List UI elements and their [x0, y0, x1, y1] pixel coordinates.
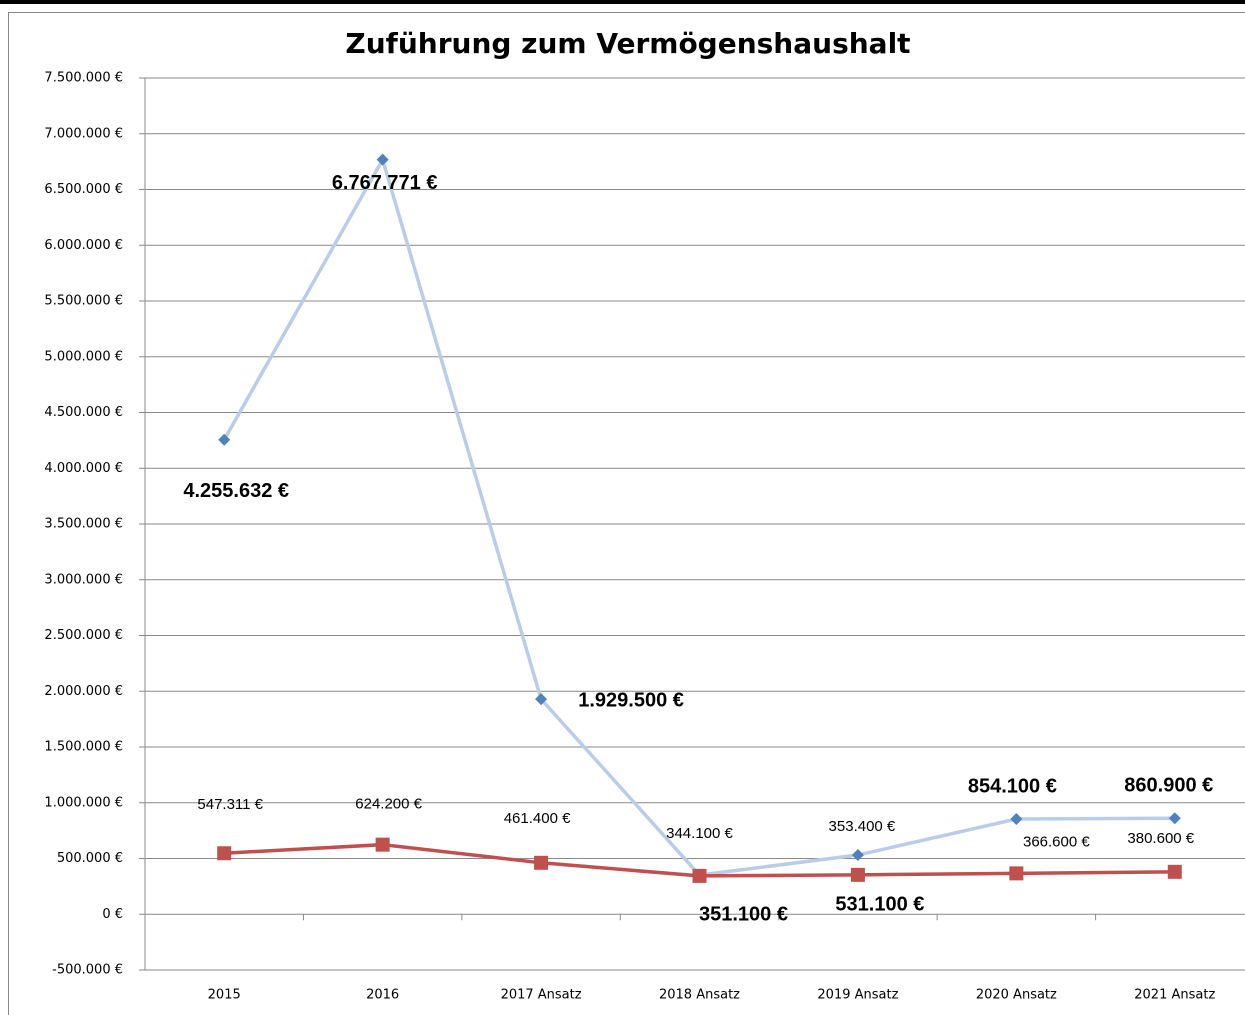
x-tick-label: 2015 — [208, 988, 241, 1003]
marker — [534, 855, 549, 870]
series-line — [222, 155, 1175, 877]
y-tick-label: 2.500.000 € — [44, 628, 123, 643]
marker — [217, 846, 232, 861]
y-tick-label: 3.500.000 € — [44, 517, 123, 532]
data-label: 624.200 € — [355, 796, 422, 813]
x-tick-label: 2018 Ansatz — [659, 988, 740, 1003]
marker — [1167, 864, 1182, 879]
data-label: 4.255.632 € — [183, 480, 289, 502]
y-tick-label: 2.000.000 € — [44, 684, 123, 699]
marker — [850, 867, 865, 882]
marker — [1168, 812, 1181, 825]
y-tick-label: 5.000.000 € — [44, 349, 123, 364]
marker — [535, 693, 548, 706]
data-label: 366.600 € — [1023, 833, 1090, 850]
data-label: 353.400 € — [829, 818, 896, 835]
x-tick-label: 2020 Ansatz — [976, 988, 1057, 1003]
marker — [1010, 813, 1023, 826]
data-label: 860.900 € — [1124, 775, 1213, 797]
data-label: 854.100 € — [968, 775, 1057, 797]
y-tick-label: 3.000.000 € — [44, 572, 123, 587]
y-tick-label: 4.500.000 € — [44, 405, 123, 420]
marker — [376, 153, 389, 166]
data-label: 1.929.500 € — [578, 689, 684, 711]
y-tick-label: 500.000 € — [57, 851, 123, 866]
marker — [218, 433, 231, 446]
y-tick-label: 1.500.000 € — [44, 740, 123, 755]
x-tick-label: 2016 — [366, 988, 399, 1003]
data-label: 461.400 € — [504, 810, 571, 827]
x-tick-label: 2017 Ansatz — [501, 988, 582, 1003]
chart-frame — [8, 12, 1245, 1015]
marker — [851, 849, 864, 862]
y-tick-label: 5.500.000 € — [44, 294, 123, 309]
marker — [692, 868, 707, 883]
y-tick-label: 1.000.000 € — [44, 795, 123, 810]
y-tick-label: 4.000.000 € — [44, 461, 123, 476]
y-tick-label: 7.500.000 € — [44, 71, 123, 86]
y-tick-label: 7.000.000 € — [44, 126, 123, 141]
data-label: 547.311 € — [197, 796, 263, 813]
marker — [1009, 866, 1024, 881]
top-border — [0, 0, 1245, 4]
chart-title: Zuführung zum Vermögenshaushalt — [345, 27, 910, 60]
y-tick-label: 6.500.000 € — [44, 182, 123, 197]
y-tick-label: 0 € — [102, 907, 123, 922]
data-label: 344.100 € — [666, 825, 733, 842]
data-label: 380.600 € — [1127, 830, 1194, 847]
y-tick-label: 6.000.000 € — [44, 238, 123, 253]
x-tick-label: 2019 Ansatz — [817, 988, 898, 1003]
data-label: 6.767.771 € — [332, 172, 438, 194]
x-tick-label: 2021 Ansatz — [1134, 988, 1215, 1003]
marker — [375, 837, 390, 852]
y-tick-label: -500.000 € — [52, 963, 123, 978]
data-label: 351.100 € — [699, 903, 788, 925]
data-label: 531.100 € — [835, 893, 924, 915]
